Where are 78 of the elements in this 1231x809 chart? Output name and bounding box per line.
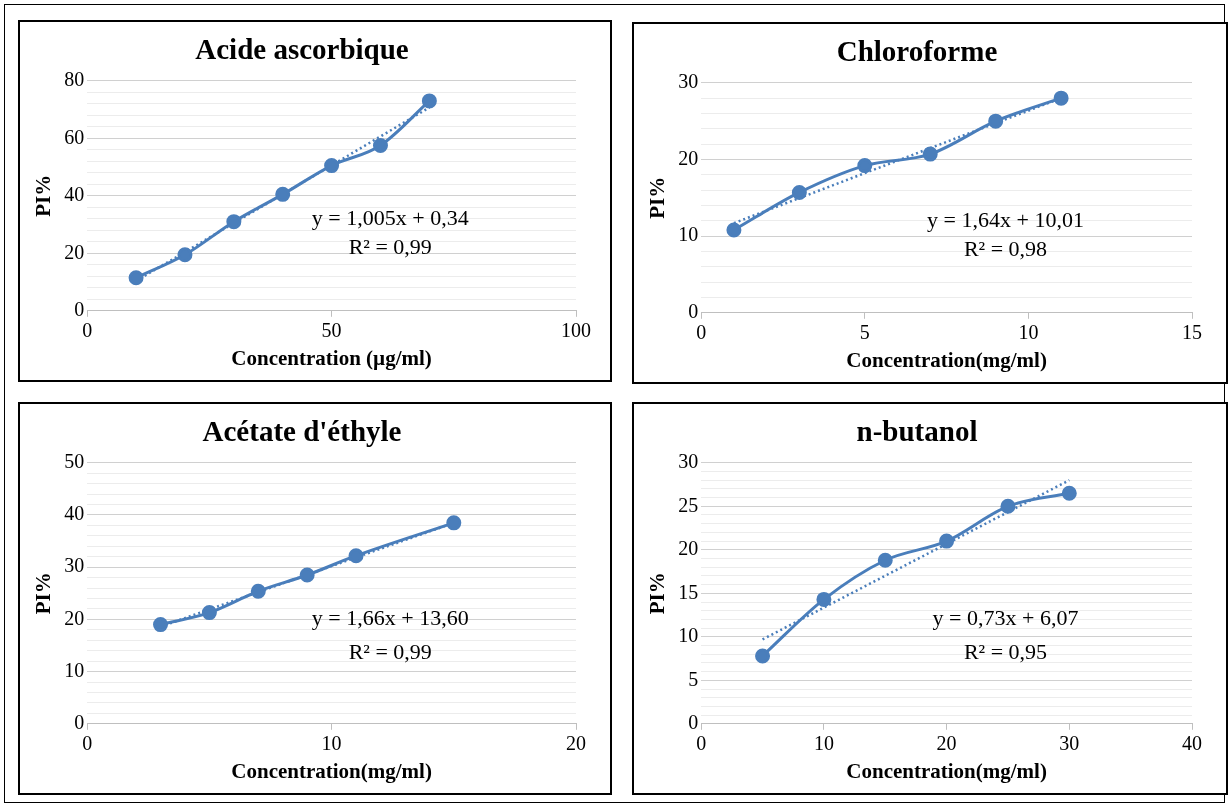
point xyxy=(877,552,893,568)
point xyxy=(755,648,771,664)
annotation: R² = 0,99 xyxy=(348,639,432,665)
x-tick-label: 100 xyxy=(561,319,591,342)
y-tick-label: 0 xyxy=(74,711,85,734)
x-axis-title: Concentration(mg/ml) xyxy=(846,347,1047,372)
point xyxy=(128,270,144,286)
annotation: R² = 0,98 xyxy=(963,236,1048,262)
y-tick-label: 40 xyxy=(64,183,85,206)
y-tick-label: 20 xyxy=(64,606,85,629)
y-tick-label: 20 xyxy=(678,146,699,169)
y-tick-label: 60 xyxy=(64,125,85,148)
point xyxy=(421,93,437,109)
point xyxy=(1053,90,1069,106)
point xyxy=(324,158,340,174)
y-tick-label: 0 xyxy=(688,300,699,323)
x-tick-label: 15 xyxy=(1182,321,1202,344)
point xyxy=(275,186,291,202)
x-tick-label: 10 xyxy=(1018,321,1039,344)
point xyxy=(153,617,169,633)
x-tick-label: 20 xyxy=(936,732,957,755)
y-axis-title: PI% xyxy=(645,572,670,615)
y-tick-label: 80 xyxy=(64,68,85,91)
point xyxy=(939,533,955,549)
annotation: y = 1,64x + 10,01 xyxy=(927,206,1084,232)
chart-title: Acétate d'éthyle xyxy=(202,414,402,447)
y-tick-label: 40 xyxy=(64,502,85,525)
y-tick-label: 25 xyxy=(678,493,699,516)
point xyxy=(857,158,873,174)
y-tick-label: 50 xyxy=(64,450,85,473)
y-tick-label: 10 xyxy=(678,624,699,647)
annotation: R² = 0,99 xyxy=(348,234,432,260)
y-tick-label: 20 xyxy=(678,537,699,560)
annotation: y = 1,005x + 0,34 xyxy=(311,204,469,230)
point xyxy=(816,591,832,607)
y-axis-title: PI% xyxy=(31,572,56,615)
y-tick-label: 30 xyxy=(678,450,699,473)
chart-title: n-butanol xyxy=(856,414,978,447)
x-tick-label: 5 xyxy=(859,321,870,344)
x-tick-label: 50 xyxy=(321,319,342,342)
x-tick-label: 40 xyxy=(1182,732,1202,755)
x-tick-label: 10 xyxy=(813,732,834,755)
point xyxy=(372,137,388,153)
point xyxy=(988,113,1004,129)
point xyxy=(1000,498,1016,514)
annotation: R² = 0,95 xyxy=(963,639,1048,665)
point xyxy=(726,222,742,238)
x-axis-title: Concentration (µg/ml) xyxy=(231,345,432,370)
y-tick-label: 10 xyxy=(64,658,85,681)
x-tick-label: 10 xyxy=(321,732,342,755)
annotation: y = 1,66x + 13,60 xyxy=(311,605,469,631)
y-axis-title: PI% xyxy=(645,176,670,219)
chart-title: Acide ascorbique xyxy=(195,32,409,65)
y-axis-title: PI% xyxy=(31,174,56,217)
x-axis-title: Concentration(mg/ml) xyxy=(231,758,432,783)
point xyxy=(446,515,462,531)
point xyxy=(922,146,938,162)
y-tick-label: 15 xyxy=(678,580,699,603)
y-tick-label: 0 xyxy=(74,298,85,321)
point xyxy=(177,247,193,263)
point xyxy=(299,567,315,583)
y-tick-label: 30 xyxy=(64,554,85,577)
chart-title: Chloroforme xyxy=(836,34,998,67)
annotation: y = 0,73x + 6,07 xyxy=(932,605,1079,631)
y-tick-label: 30 xyxy=(678,70,699,93)
y-tick-label: 20 xyxy=(64,240,85,263)
x-tick-label: 20 xyxy=(566,732,586,755)
point xyxy=(250,583,266,599)
point xyxy=(226,214,242,230)
point xyxy=(201,605,217,621)
y-tick-label: 5 xyxy=(688,667,699,690)
point xyxy=(1061,485,1077,501)
point xyxy=(348,548,364,564)
x-axis-title: Concentration(mg/ml) xyxy=(846,758,1047,783)
y-tick-label: 10 xyxy=(678,223,699,246)
x-tick-label: 30 xyxy=(1059,732,1080,755)
point xyxy=(791,184,807,200)
y-tick-label: 0 xyxy=(688,711,699,734)
